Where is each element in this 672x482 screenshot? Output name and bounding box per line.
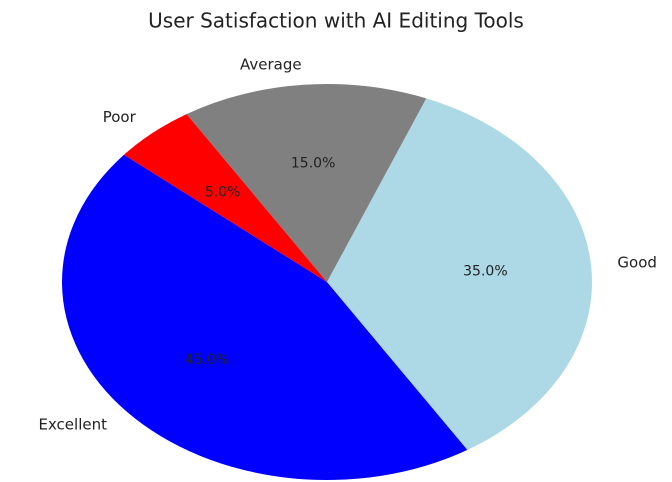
value-label: 35.0% (463, 264, 507, 280)
value-label: 15.0% (291, 156, 335, 172)
category-label: Average (240, 56, 302, 74)
pie-slice (327, 98, 592, 450)
category-label: Excellent (38, 415, 107, 433)
pie-slice (186, 84, 427, 282)
category-label: Good (617, 254, 657, 272)
category-label: Poor (103, 108, 137, 126)
value-label: 45.0% (185, 352, 229, 368)
pie-slice (123, 114, 327, 282)
chart-title: User Satisfaction with AI Editing Tools (148, 9, 524, 33)
pie-slice (62, 154, 468, 480)
value-label: 5.0% (205, 184, 241, 200)
